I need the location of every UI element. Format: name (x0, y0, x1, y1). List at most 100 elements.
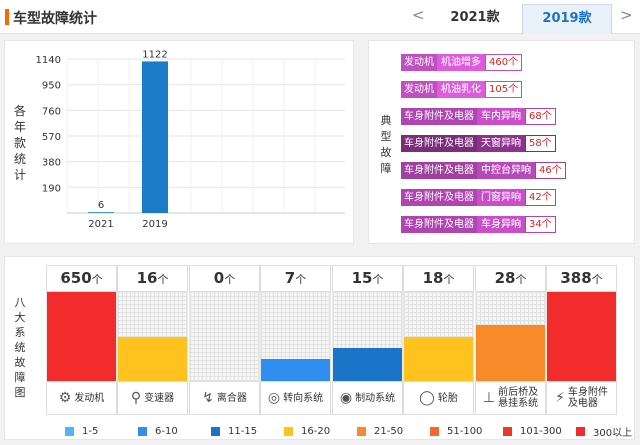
y-tick-label: 190 (42, 183, 61, 194)
tab-2019[interactable]: 2019款 (522, 4, 612, 34)
y-tick-label: 380 (42, 158, 61, 169)
clutch-icon: ↯ (202, 389, 214, 406)
legend-label: 1-5 (82, 426, 99, 437)
chart-y-label: 各年款统计 (13, 104, 26, 182)
system-column[interactable]: 388个 ⚡ 车身附件 及电器 (546, 265, 617, 415)
legend-item: 11-15 (211, 424, 284, 439)
system-count-unit: 个 (515, 273, 527, 286)
legend-item: 51-100 (430, 424, 503, 439)
fault-count: 58个 (525, 135, 556, 152)
fault-subtype: 机油乳化 (437, 81, 485, 98)
legend-label: 6-10 (155, 426, 178, 437)
legend-swatch (576, 427, 585, 436)
tab-2021[interactable]: 2021款 (450, 10, 500, 25)
system-fault-count: 0个 (189, 265, 260, 292)
system-column[interactable]: 7个 ◎ 转向系统 (260, 265, 331, 415)
system-fault-count: 16个 (117, 265, 188, 292)
system-fault-count: 18个 (403, 265, 474, 292)
system-count-unit: 个 (91, 273, 103, 286)
fault-count: 34个 (525, 216, 556, 233)
systems-panel: 八大系统故障图 650个 ⚙ 发动机 16个 ⚲ 变速器 0个 ↯ 离合器 7个 ◎ 转向系统 15个 ◉… (4, 256, 635, 440)
system-name: 前后桥及 悬挂系统 (498, 387, 539, 409)
legend-swatch (357, 427, 366, 436)
typical-fault-item[interactable]: 车身附件及电器 车身异响 34个 (401, 216, 556, 233)
legend-label: 11-15 (228, 426, 258, 437)
system-label: ◉ 制动系统 (332, 381, 403, 415)
fault-subtype: 门窗异响 (477, 189, 525, 206)
system-level-bar (261, 358, 330, 381)
system-level-bar (404, 336, 473, 381)
system-column[interactable]: 28个 ⊥ 前后桥及 悬挂系统 (475, 265, 546, 415)
bar-value-label: 6 (98, 200, 104, 211)
legend-item: 16-20 (284, 424, 357, 439)
year-bar-chart: 190 380 570 760 950 1140 6 2021 1122 2019 (36, 49, 345, 230)
typical-fault-item[interactable]: 发动机 机油增多 460个 (401, 54, 523, 71)
system-level-bar (476, 325, 545, 381)
typical-fault-item[interactable]: 发动机 机油乳化 105个 (401, 81, 523, 98)
system-fault-count: 7个 (260, 265, 331, 292)
fault-count: 460个 (485, 54, 523, 71)
legend-label: 21-50 (374, 426, 404, 437)
system-label: ◯ 轮胎 (403, 381, 474, 415)
color-legend: 1-5 6-10 11-15 16-20 21-50 51-100 101-300 300以上 (65, 424, 640, 439)
system-count-unit: 个 (157, 273, 169, 286)
system-level-bar (333, 347, 402, 381)
fault-category: 发动机 (401, 54, 437, 71)
x-tick-label: 2019 (142, 219, 167, 230)
fault-count: 68个 (525, 108, 556, 125)
legend-label: 101-300 (520, 426, 562, 437)
system-label: ⊥ 前后桥及 悬挂系统 (475, 381, 546, 415)
system-count-unit: 个 (372, 273, 384, 286)
legend-item: 1-5 (65, 424, 138, 439)
legend-swatch (430, 427, 439, 436)
fault-subtype: 天窗异响 (477, 135, 525, 152)
y-tick-label: 950 (42, 81, 61, 92)
system-count-value: 18 (422, 269, 444, 287)
typical-fault-item[interactable]: 车身附件及电器 门窗异响 42个 (401, 189, 556, 206)
systems-label: 八大系统故障图 (14, 296, 26, 399)
system-level-bar (47, 292, 116, 381)
suspension-icon: ⊥ (482, 389, 496, 406)
fault-category: 车身附件及电器 (401, 189, 477, 206)
system-name: 车身附件 及电器 (567, 387, 608, 409)
battery-icon: ⚡ (555, 389, 565, 406)
system-level-chart (546, 292, 617, 381)
legend-swatch (503, 427, 512, 436)
system-level-bar (547, 292, 616, 381)
x-tick-label: 2021 (88, 219, 113, 230)
brake-disc-icon: ◉ (339, 389, 353, 406)
fault-category: 车身附件及电器 (401, 216, 477, 233)
bar-2019 (142, 61, 168, 213)
system-level-chart (189, 292, 260, 381)
bar-2021 (88, 212, 114, 213)
system-label: ◎ 转向系统 (260, 381, 331, 415)
fault-subtype: 车身异响 (477, 216, 525, 233)
legend-item: 300以上 (576, 424, 640, 439)
next-arrow-icon[interactable]: > (620, 6, 633, 24)
system-column[interactable]: 16个 ⚲ 变速器 (117, 265, 188, 415)
system-column[interactable]: 18个 ◯ 轮胎 (403, 265, 474, 415)
system-count-unit: 个 (591, 273, 603, 286)
system-label: ⚙ 发动机 (46, 381, 117, 415)
system-count-value: 650 (60, 269, 92, 287)
system-fault-count: 28个 (475, 265, 546, 292)
typical-faults-label: 典型故障 (380, 114, 392, 175)
prev-arrow-icon[interactable]: < (412, 6, 425, 24)
legend-item: 21-50 (357, 424, 430, 439)
system-level-chart (260, 292, 331, 381)
legend-swatch (138, 427, 147, 436)
typical-fault-item[interactable]: 车身附件及电器 天窗异响 58个 (401, 135, 556, 152)
system-name: 发动机 (74, 392, 105, 404)
typical-fault-item[interactable]: 车身附件及电器 车内异响 68个 (401, 108, 556, 125)
fault-count: 42个 (525, 189, 556, 206)
system-count-value: 28 (494, 269, 516, 287)
typical-fault-item[interactable]: 车身附件及电器 中控台异响 46个 (401, 162, 566, 179)
system-column[interactable]: 15个 ◉ 制动系统 (332, 265, 403, 415)
legend-label: 51-100 (447, 426, 483, 437)
system-column[interactable]: 0个 ↯ 离合器 (189, 265, 260, 415)
fault-category: 发动机 (401, 81, 437, 98)
system-column[interactable]: 650个 ⚙ 发动机 (46, 265, 117, 415)
y-tick-label: 1140 (36, 55, 61, 66)
gearshift-icon: ⚲ (130, 389, 142, 406)
legend-label: 16-20 (301, 426, 331, 437)
